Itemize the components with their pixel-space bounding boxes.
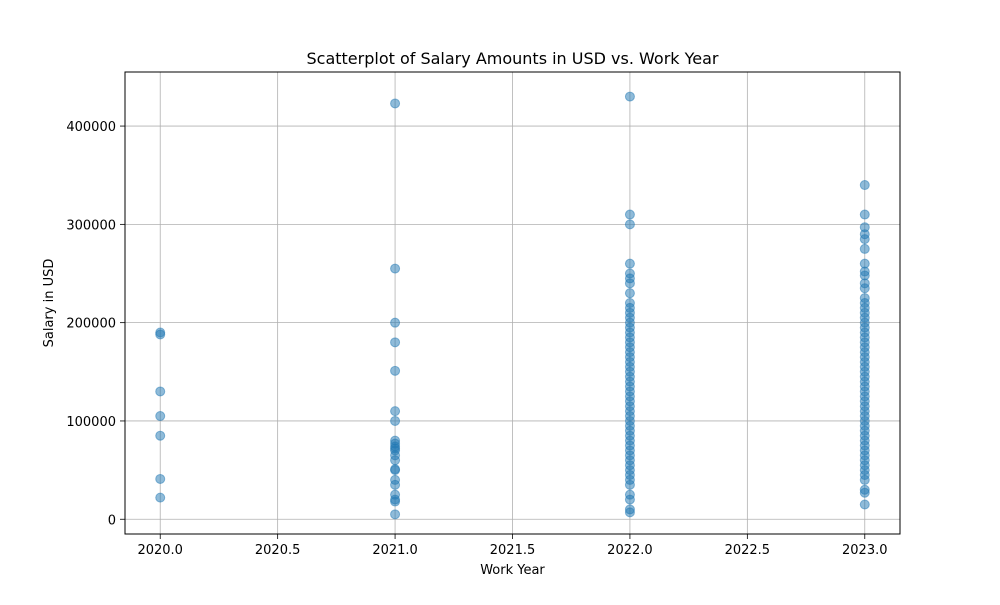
x-axis-ticks: 2020.0 2020.5 2021.0 2021.5 2022.0 2022.5 2023… bbox=[137, 534, 888, 558]
y-tick-label: 0 bbox=[108, 513, 116, 528]
x-tick-label: 2022.5 bbox=[725, 543, 771, 558]
y-tick-label: 400000 bbox=[66, 120, 116, 135]
scatter-point bbox=[155, 473, 166, 484]
x-tick-label: 2020.0 bbox=[137, 543, 183, 558]
scatter-point bbox=[624, 288, 635, 299]
data-points bbox=[155, 91, 870, 520]
scatter-point bbox=[155, 430, 166, 441]
scatter-point bbox=[624, 507, 635, 518]
scatter-point bbox=[390, 263, 401, 274]
x-tick-label: 2022.0 bbox=[607, 543, 653, 558]
scatter-point bbox=[859, 499, 870, 510]
x-axis-label: Work Year bbox=[480, 563, 545, 578]
scatter-point bbox=[155, 492, 166, 503]
scatter-point bbox=[859, 209, 870, 220]
scatter-point bbox=[390, 455, 401, 466]
y-axis-label: Salary in USD bbox=[42, 259, 57, 348]
scatter-point bbox=[624, 258, 635, 269]
x-tick-label: 2021.0 bbox=[372, 543, 418, 558]
scatter-point bbox=[859, 474, 870, 485]
scatter-point bbox=[390, 406, 401, 417]
scatter-point bbox=[859, 234, 870, 245]
scatter-point bbox=[390, 509, 401, 520]
scatter-point bbox=[390, 317, 401, 328]
y-tick-label: 200000 bbox=[66, 317, 116, 332]
scatter-point bbox=[859, 487, 870, 498]
scatter-point bbox=[155, 386, 166, 397]
scatter-point bbox=[624, 278, 635, 289]
scatter-point bbox=[390, 496, 401, 507]
scatter-point bbox=[859, 283, 870, 294]
scatter-point bbox=[390, 465, 401, 476]
scatter-point bbox=[859, 243, 870, 254]
scatter-point bbox=[390, 415, 401, 426]
x-tick-label: 2023.0 bbox=[842, 543, 888, 558]
scatter-point bbox=[390, 337, 401, 348]
chart-title: Scatterplot of Salary Amounts in USD vs.… bbox=[306, 49, 718, 68]
scatter-point bbox=[624, 91, 635, 102]
scatter-point bbox=[624, 219, 635, 230]
y-tick-label: 100000 bbox=[66, 415, 116, 430]
scatter-point bbox=[390, 479, 401, 490]
scatter-point bbox=[155, 329, 166, 340]
scatter-point bbox=[624, 494, 635, 505]
scatter-point bbox=[155, 411, 166, 422]
x-tick-label: 2020.5 bbox=[255, 543, 301, 558]
grid-lines bbox=[125, 72, 900, 534]
scatter-point bbox=[624, 479, 635, 490]
scatter-point bbox=[624, 209, 635, 220]
scatter-point bbox=[390, 98, 401, 109]
scatter-point bbox=[390, 365, 401, 376]
scatter-point bbox=[859, 180, 870, 191]
y-tick-label: 300000 bbox=[66, 218, 116, 233]
x-tick-label: 2021.5 bbox=[490, 543, 536, 558]
y-axis-ticks: 0 100000 200000 300000 400000 bbox=[66, 120, 125, 528]
